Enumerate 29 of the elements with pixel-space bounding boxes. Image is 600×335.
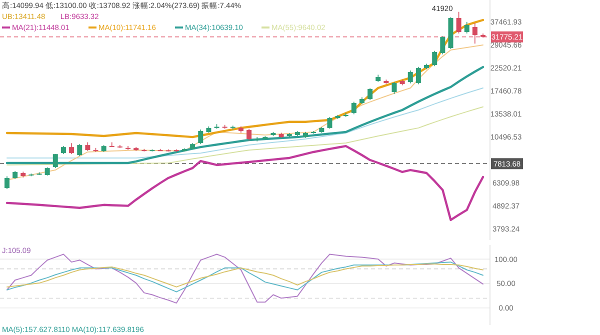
candlestick xyxy=(464,22,470,34)
candlestick xyxy=(472,22,478,44)
candlestick xyxy=(416,66,421,85)
candlestick xyxy=(327,116,332,130)
candlestick xyxy=(109,142,114,148)
line-series xyxy=(6,18,484,138)
candlestick xyxy=(246,128,252,141)
candlestick xyxy=(456,11,462,34)
candlestick xyxy=(126,146,131,150)
line-series xyxy=(6,66,484,164)
line-series xyxy=(6,144,484,222)
candlestick xyxy=(230,125,236,130)
candlestick xyxy=(254,136,260,142)
line-series xyxy=(6,87,484,158)
line-series xyxy=(6,106,484,166)
candlestick xyxy=(77,144,82,156)
candlestick xyxy=(198,129,204,145)
candlestick xyxy=(368,88,373,100)
candlestick xyxy=(408,70,413,84)
line-series xyxy=(6,264,484,288)
candlestick xyxy=(351,101,356,115)
candlestick xyxy=(392,82,397,94)
candlestick xyxy=(440,36,446,55)
candlestick xyxy=(69,142,74,154)
candlestick xyxy=(4,176,10,190)
line-series xyxy=(6,262,484,292)
candlestick xyxy=(432,50,438,66)
line-series xyxy=(6,254,484,304)
candlestick xyxy=(52,154,58,168)
